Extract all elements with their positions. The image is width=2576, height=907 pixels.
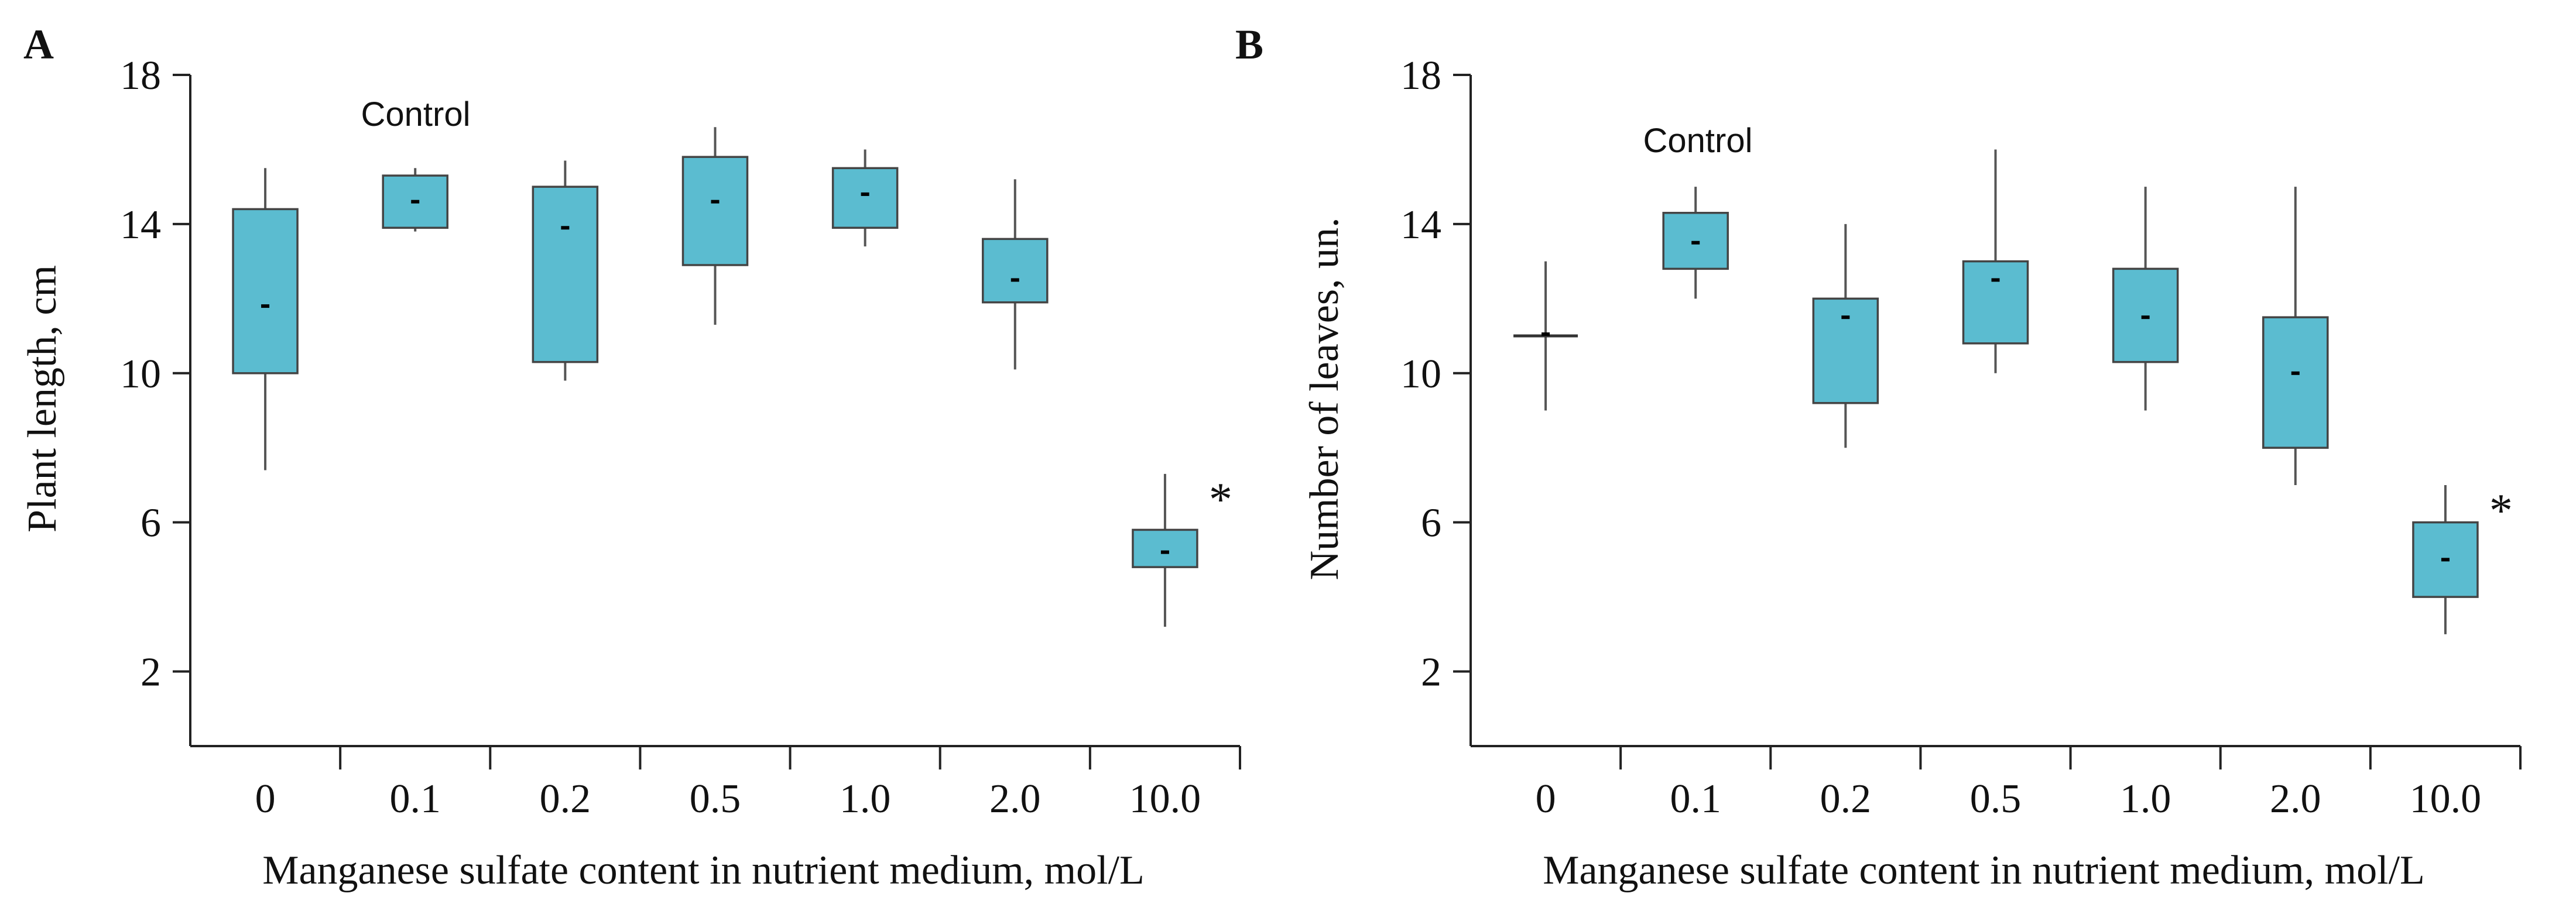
box-1.0 xyxy=(831,149,899,247)
panel-label: B xyxy=(1235,21,1263,68)
box-iqr xyxy=(1812,297,1879,404)
x-tick-label: 0.1 xyxy=(389,777,441,822)
x-tick-label: 1.0 xyxy=(2120,777,2171,822)
panel-label: A xyxy=(23,21,54,68)
x-tick-label: 2.0 xyxy=(2270,777,2321,822)
significance-asterisk: * xyxy=(2489,485,2513,537)
x-axis-title: Manganese sulfate content in nutrient me… xyxy=(262,848,1145,893)
y-tick-label: 10 xyxy=(120,352,161,397)
box-iqr xyxy=(2112,267,2179,363)
box-iqr xyxy=(382,174,448,229)
y-tick-label: 18 xyxy=(120,53,161,98)
box-0 xyxy=(1513,261,1578,411)
x-tick-label: 0.2 xyxy=(540,777,591,822)
y-axis-title: Plant length, cm xyxy=(20,265,65,532)
y-tick-label: 10 xyxy=(1400,352,1441,397)
y-tick-label: 6 xyxy=(141,501,161,546)
box-10.0 xyxy=(1132,473,1198,627)
box-0.1 xyxy=(1662,187,1729,299)
y-tick-label: 2 xyxy=(1421,650,1441,695)
box-iqr xyxy=(1962,260,2029,345)
box-iqr xyxy=(1662,212,1729,270)
x-tick-label: 0 xyxy=(1536,777,1556,822)
y-tick-label: 14 xyxy=(1400,202,1441,248)
x-tick-label: 1.0 xyxy=(840,777,891,822)
box-iqr xyxy=(982,238,1049,304)
y-tick-label: 2 xyxy=(141,650,161,695)
box-0.1 xyxy=(382,168,448,232)
x-tick-label: 10.0 xyxy=(2410,777,2482,822)
box-iqr xyxy=(532,185,599,363)
box-0 xyxy=(232,168,299,470)
box-10.0 xyxy=(2412,485,2479,634)
x-tick-label: 0 xyxy=(255,777,276,822)
box-0.5 xyxy=(681,127,749,325)
y-axis-title: Number of leaves, un. xyxy=(1302,217,1347,580)
y-tick-label: 6 xyxy=(1421,501,1441,546)
box-2.0 xyxy=(982,179,1049,370)
control-label: Control xyxy=(1643,122,1753,160)
control-label: Control xyxy=(361,95,471,133)
x-tick-label: 10.0 xyxy=(1129,777,1201,822)
significance-asterisk: * xyxy=(1209,474,1232,525)
x-axis-title: Manganese sulfate content in nutrient me… xyxy=(1543,848,2425,893)
box-iqr xyxy=(232,208,299,375)
y-tick-label: 18 xyxy=(1400,53,1441,98)
x-tick-label: 0.5 xyxy=(1970,777,2022,822)
box-2.0 xyxy=(2262,187,2329,485)
box-0.2 xyxy=(1812,224,1879,448)
x-tick-label: 0.1 xyxy=(1670,777,1721,822)
box-iqr xyxy=(681,156,749,266)
box-0.5 xyxy=(1962,149,2029,373)
y-tick-label: 14 xyxy=(120,202,161,248)
x-tick-label: 2.0 xyxy=(989,777,1041,822)
box-iqr xyxy=(2262,316,2329,449)
box-0.2 xyxy=(532,160,599,381)
panel-b: B 2 6 10 14 18 0 0.1 0.2 0.5 1.0 2.0 10.0 Manganese s… xyxy=(1235,21,2522,893)
box-iqr xyxy=(831,167,899,229)
x-tick-label: 0.2 xyxy=(1820,777,1872,822)
box-1.0 xyxy=(2112,187,2179,411)
panel-a: A 2 6 10 14 18 0 0.1 0.2 0.5 1.0 2.0 10.0 Manganese s… xyxy=(20,21,1241,893)
x-tick-label: 0.5 xyxy=(690,777,741,822)
box-iqr xyxy=(1132,528,1198,568)
